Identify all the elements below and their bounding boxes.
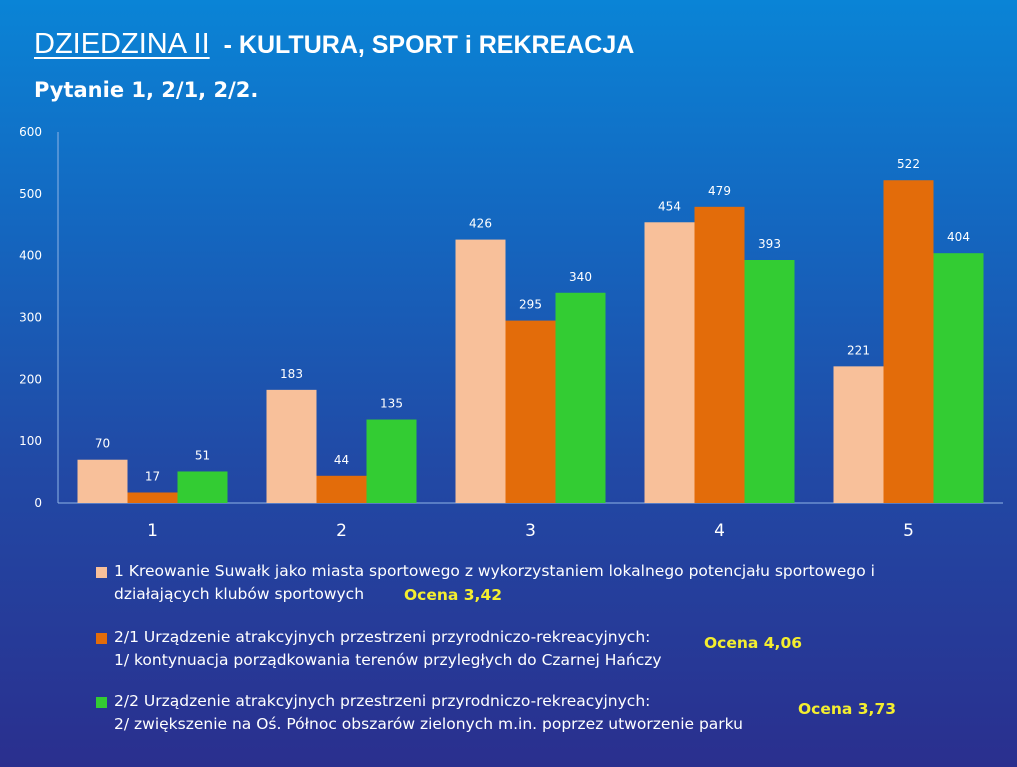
bar [177,471,228,503]
legend-line: działających klubów sportowych [114,585,365,603]
bar [455,239,506,503]
score-label-1: Ocena 3,42 [404,586,503,604]
x-tick-label: 4 [714,521,725,541]
bar [833,366,884,503]
data-label: 404 [947,230,970,244]
slide-subtitle: Pytanie 1, 2/1, 2/2. [34,78,259,102]
legend-text-1: 1 Kreowanie Suwałk jako miasta sportoweg… [114,560,875,606]
y-tick-label: 200 [19,372,42,386]
bar [505,320,556,503]
x-tick-label: 3 [525,521,536,541]
legend-line: 2/2 Urządzenie atrakcyjnych przestrzeni … [114,692,651,710]
score-label-3: Ocena 3,73 [798,700,897,718]
bar [266,389,317,503]
bar [694,206,745,503]
legend-swatch-3 [96,697,107,708]
x-tick-label: 1 [147,521,158,541]
bar [933,253,984,503]
bar [555,292,606,503]
y-tick-label: 300 [19,311,42,325]
data-label: 44 [334,453,349,467]
y-tick-label: 0 [34,496,42,510]
legend-text-2: 2/1 Urządzenie atrakcyjnych przestrzeni … [114,626,662,672]
legend-text-3: 2/2 Urządzenie atrakcyjnych przestrzeni … [114,690,743,736]
legend-line: 2/ zwiększenie na Oś. Północ obszarów zi… [114,715,743,733]
bar [316,475,367,503]
data-label: 454 [658,199,681,213]
bar [366,419,417,503]
data-label: 393 [758,237,781,251]
data-label: 221 [847,343,870,357]
y-tick-label: 400 [19,249,42,263]
data-label: 479 [708,184,731,198]
legend-swatch-2 [96,633,107,644]
bar-chart: 0 100 200 300 400 500 600 70 17 51 1 183 44 135 2 426 29… [19,125,1003,541]
bar [127,492,178,503]
legend-line: 1/ kontynuacja porządkowania terenów prz… [114,651,662,669]
x-tick-label: 2 [336,521,347,541]
slide-title: DZIEDZINA II - KULTURA, SPORT i REKREACJA [34,28,634,61]
title-main: DZIEDZINA II [34,28,210,60]
bar [744,259,795,503]
data-label: 522 [897,157,920,171]
y-tick-label: 500 [19,187,42,201]
legend-line: 1 Kreowanie Suwałk jako miasta sportoweg… [114,562,875,580]
data-label: 295 [519,298,542,312]
data-label: 135 [380,397,403,411]
data-label: 17 [145,469,160,483]
bar [883,180,934,504]
y-tick-label: 600 [19,125,42,139]
title-rest: - KULTURA, SPORT i REKREACJA [223,31,635,59]
bar [644,222,695,503]
x-tick-label: 5 [903,521,914,541]
legend-line: 2/1 Urządzenie atrakcyjnych przestrzeni … [114,628,651,646]
bar [77,459,128,503]
data-label: 183 [280,367,303,381]
legend-swatch-1 [96,567,107,578]
data-label: 70 [95,437,110,451]
y-tick-label: 100 [19,434,42,448]
score-label-2: Ocena 4,06 [704,634,803,652]
data-label: 426 [469,217,492,231]
data-label: 340 [569,270,592,284]
data-label: 51 [195,448,210,462]
